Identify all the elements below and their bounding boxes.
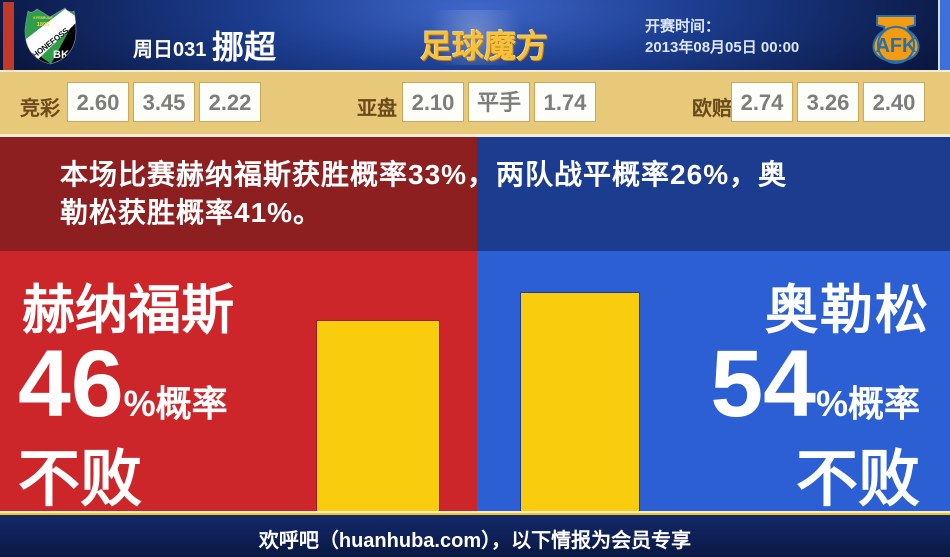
svg-text:BK: BK (53, 49, 69, 61)
svg-text:AFK: AFK (876, 35, 917, 57)
svg-text:1895: 1895 (37, 22, 49, 28)
